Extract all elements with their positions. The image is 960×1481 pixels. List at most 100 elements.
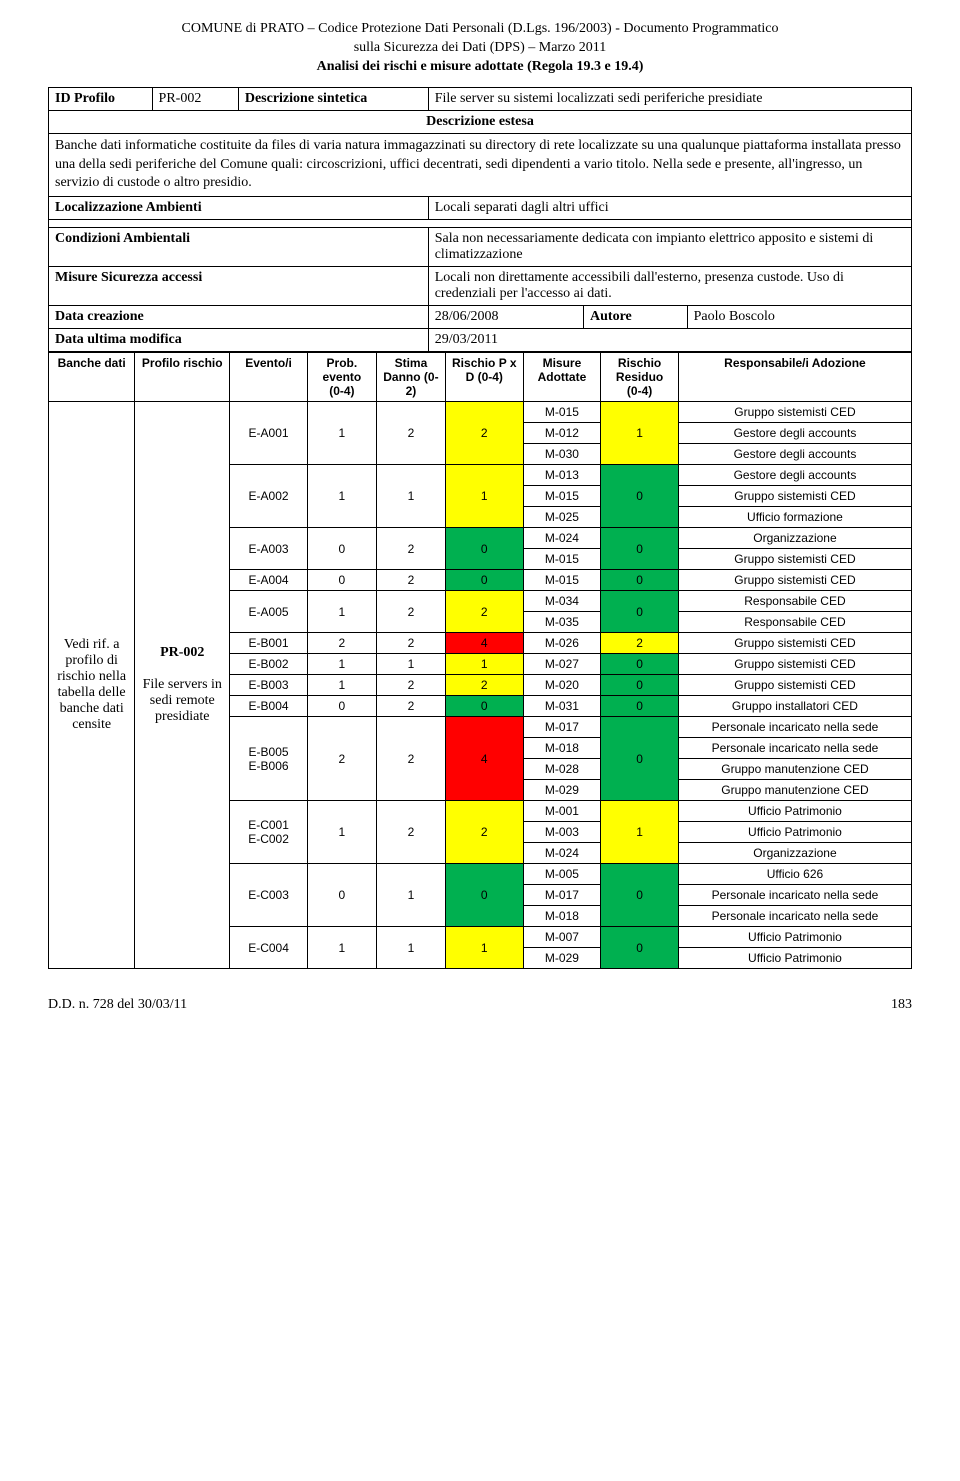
- id-profilo-value: PR-002: [152, 87, 238, 110]
- descr-estesa-label: Descrizione estesa: [49, 110, 912, 133]
- banche-cell: Vedi rif. a profilo di rischio nella tab…: [49, 402, 135, 969]
- residuo-cell: 0: [601, 864, 679, 927]
- misura-cell: M-035: [523, 612, 601, 633]
- resp-cell: Gestore degli accounts: [678, 444, 911, 465]
- rischio-cell: 1: [445, 654, 523, 675]
- resp-cell: Personale incaricato nella sede: [678, 738, 911, 759]
- misura-cell: M-017: [523, 717, 601, 738]
- stima-cell: 2: [376, 801, 445, 864]
- stima-cell: 2: [376, 528, 445, 570]
- residuo-cell: 2: [601, 633, 679, 654]
- misura-cell: M-015: [523, 570, 601, 591]
- header-line2: sulla Sicurezza dei Dati (DPS) – Marzo 2…: [354, 40, 607, 55]
- residuo-cell: 1: [601, 402, 679, 465]
- stima-cell: 1: [376, 654, 445, 675]
- data-creazione-value: 28/06/2008: [428, 306, 583, 329]
- resp-cell: Gruppo sistemisti CED: [678, 570, 911, 591]
- prob-cell: 0: [307, 570, 376, 591]
- resp-cell: Gruppo sistemisti CED: [678, 675, 911, 696]
- evento-cell: E-C003: [230, 864, 308, 927]
- misura-cell: M-026: [523, 633, 601, 654]
- footer-left: D.D. n. 728 del 30/03/11: [48, 997, 187, 1013]
- misure-value: Locali non direttamente accessibili dall…: [428, 267, 911, 306]
- misura-cell: M-015: [523, 402, 601, 423]
- resp-cell: Gestore degli accounts: [678, 423, 911, 444]
- descr-sint-value: File server su sistemi localizzati sedi …: [428, 87, 911, 110]
- resp-cell: Gruppo sistemisti CED: [678, 402, 911, 423]
- resp-cell: Ufficio 626: [678, 864, 911, 885]
- autore-value: Paolo Boscolo: [687, 306, 911, 329]
- residuo-cell: 0: [601, 591, 679, 633]
- resp-cell: Personale incaricato nella sede: [678, 885, 911, 906]
- rischio-cell: 0: [445, 528, 523, 570]
- resp-cell: Gruppo manutenzione CED: [678, 759, 911, 780]
- resp-cell: Ufficio formazione: [678, 507, 911, 528]
- hdr-evento: Evento/i: [230, 353, 308, 402]
- header-line3: Analisi dei rischi e misure adottate (Re…: [317, 59, 644, 74]
- resp-cell: Personale incaricato nella sede: [678, 906, 911, 927]
- resp-cell: Organizzazione: [678, 528, 911, 549]
- prob-cell: 1: [307, 927, 376, 969]
- misura-cell: M-017: [523, 885, 601, 906]
- residuo-cell: 0: [601, 675, 679, 696]
- misura-cell: M-029: [523, 780, 601, 801]
- prob-cell: 1: [307, 654, 376, 675]
- evento-cell: E-C001 E-C002: [230, 801, 308, 864]
- misura-cell: M-007: [523, 927, 601, 948]
- data-mod-value: 29/03/2011: [428, 329, 911, 352]
- hdr-stima: Stima Danno (0-2): [376, 353, 445, 402]
- misura-cell: M-018: [523, 906, 601, 927]
- residuo-cell: 0: [601, 528, 679, 570]
- id-profilo-label: ID Profilo: [49, 87, 153, 110]
- prob-cell: 2: [307, 717, 376, 801]
- resp-cell: Personale incaricato nella sede: [678, 717, 911, 738]
- hdr-residuo: Rischio Residuo (0-4): [601, 353, 679, 402]
- cond-amb-value: Sala non necessariamente dedicata con im…: [428, 228, 911, 267]
- profilo-cell: PR-002File servers in sedi remote presid…: [135, 402, 230, 969]
- misura-cell: M-030: [523, 444, 601, 465]
- evento-cell: E-B005 E-B006: [230, 717, 308, 801]
- autore-label: Autore: [584, 306, 688, 329]
- prob-cell: 0: [307, 864, 376, 927]
- local-amb-label: Localizzazione Ambienti: [49, 197, 429, 220]
- evento-cell: E-A001: [230, 402, 308, 465]
- rischio-cell: 0: [445, 570, 523, 591]
- misure-label: Misure Sicurezza accessi: [49, 267, 429, 306]
- resp-cell: Ufficio Patrimonio: [678, 822, 911, 843]
- rischio-cell: 0: [445, 696, 523, 717]
- hdr-profilo: Profilo rischio: [135, 353, 230, 402]
- misura-cell: M-024: [523, 843, 601, 864]
- cond-amb-label: Condizioni Ambientali: [49, 228, 429, 267]
- misura-cell: M-005: [523, 864, 601, 885]
- rischio-cell: 2: [445, 402, 523, 465]
- hdr-misure: Misure Adottate: [523, 353, 601, 402]
- rischio-cell: 1: [445, 927, 523, 969]
- evento-cell: E-C004: [230, 927, 308, 969]
- stima-cell: 2: [376, 570, 445, 591]
- data-mod-label: Data ultima modifica: [49, 329, 429, 352]
- prob-cell: 1: [307, 675, 376, 696]
- resp-cell: Organizzazione: [678, 843, 911, 864]
- stima-cell: 2: [376, 696, 445, 717]
- resp-cell: Gruppo sistemisti CED: [678, 549, 911, 570]
- rischio-cell: 0: [445, 864, 523, 927]
- misura-cell: M-027: [523, 654, 601, 675]
- stima-cell: 2: [376, 633, 445, 654]
- residuo-cell: 0: [601, 570, 679, 591]
- rischio-cell: 2: [445, 675, 523, 696]
- resp-cell: Gruppo installatori CED: [678, 696, 911, 717]
- residuo-cell: 0: [601, 927, 679, 969]
- resp-cell: Gruppo sistemisti CED: [678, 654, 911, 675]
- residuo-cell: 0: [601, 696, 679, 717]
- document-header: COMUNE di PRATO – Codice Protezione Dati…: [48, 20, 912, 77]
- resp-cell: Gruppo sistemisti CED: [678, 633, 911, 654]
- prob-cell: 0: [307, 696, 376, 717]
- local-amb-value: Locali separati dagli altri uffici: [428, 197, 911, 220]
- misura-cell: M-028: [523, 759, 601, 780]
- residuo-cell: 0: [601, 654, 679, 675]
- misura-cell: M-031: [523, 696, 601, 717]
- misura-cell: M-034: [523, 591, 601, 612]
- prob-cell: 1: [307, 402, 376, 465]
- metadata-table: ID Profilo PR-002 Descrizione sintetica …: [48, 87, 912, 353]
- resp-cell: Ufficio Patrimonio: [678, 948, 911, 969]
